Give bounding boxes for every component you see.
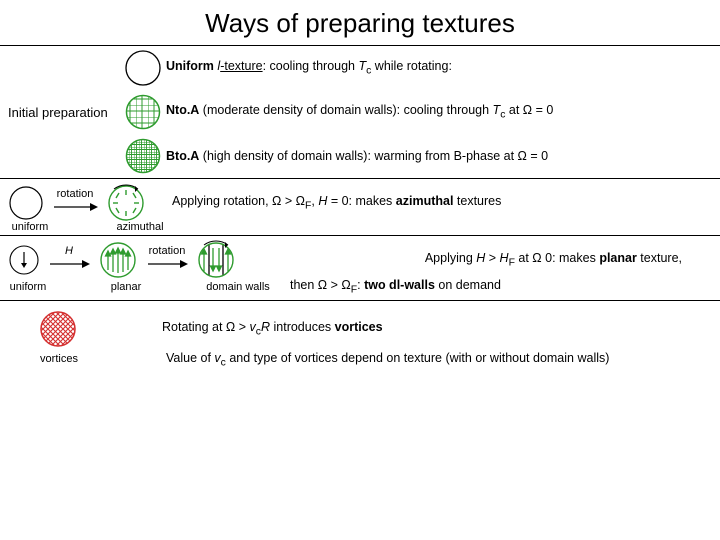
rotation-arrow-label: rotation — [52, 188, 98, 200]
btoa-desc: Bto.A (high density of domain walls): wa… — [166, 149, 712, 163]
page-title: Ways of preparing textures — [0, 0, 720, 45]
label-domain-walls: domain walls — [204, 281, 272, 293]
ntoa-desc: Nto.A (moderate density of domain walls)… — [166, 103, 712, 121]
row-uniform: Uniform l-texture: cooling through Tc wh… — [0, 46, 720, 90]
azimuthal-desc: Applying rotation, Ω > ΩF, H = 0: makes … — [172, 194, 712, 212]
label-uniform: uniform — [8, 221, 52, 233]
label-azimuthal: azimuthal — [114, 221, 166, 233]
vortices-icon — [38, 309, 78, 349]
vortices-desc1: Rotating at Ω > vcR introduces vortices — [162, 320, 712, 338]
section-initial-preparation: Uniform l-texture: cooling through Tc wh… — [0, 46, 720, 178]
azimuthal-icon — [106, 183, 146, 223]
row-ntoa: Initial preparation Nto.A (moderate dens… — [0, 90, 720, 134]
uniform-arrowdown-icon — [8, 244, 40, 276]
planar-icon — [98, 240, 138, 280]
row-btoa: Bto.A (high density of domain walls): wa… — [0, 134, 720, 178]
uniform-desc: Uniform l-texture: cooling through Tc wh… — [166, 59, 712, 77]
rotation2-arrow-label: rotation — [146, 245, 188, 257]
btoa-icon — [120, 137, 166, 175]
planar-desc1: Applying H > HF at Ω 0: makes planar tex… — [254, 251, 712, 269]
label-uniform2: uniform — [8, 281, 48, 293]
uniform-texture-icon — [120, 49, 166, 87]
h-arrow-label: H — [48, 245, 90, 257]
domain-walls-icon — [196, 240, 236, 280]
label-vortices: vortices — [34, 353, 84, 365]
section-rotation-azimuthal: rotation Applying rotation, Ω > ΩF, H = … — [0, 179, 720, 235]
section-planar-domain: H rotation — [0, 236, 720, 300]
uniform-small-icon — [8, 185, 44, 221]
arrow-icon — [48, 258, 90, 270]
arrow-icon — [146, 258, 188, 270]
vortices-desc2: Value of vc and type of vortices depend … — [166, 351, 712, 369]
section-vortices: Rotating at Ω > vcR introduces vortices … — [0, 301, 720, 377]
initial-preparation-label: Initial preparation — [8, 105, 120, 120]
ntoa-icon — [120, 93, 166, 131]
planar-desc2: then Ω > ΩF: two dl-walls on demand — [290, 278, 712, 296]
label-planar: planar — [106, 281, 146, 293]
arrow-icon — [52, 201, 98, 213]
